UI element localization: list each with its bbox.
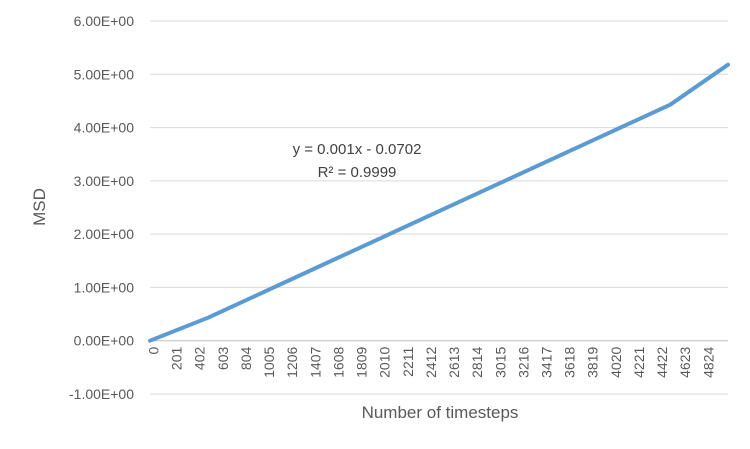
x-tick-label: 201	[169, 347, 185, 371]
x-tick-label: 2211	[400, 347, 416, 377]
msd-series-line	[148, 62, 730, 343]
y-tick-label: 2.00E+00	[74, 226, 135, 242]
y-tick-label: 5.00E+00	[74, 66, 135, 82]
y-tick-label: -1.00E+00	[69, 386, 134, 402]
y-tick-label: 1.00E+00	[74, 279, 135, 295]
x-tick-label: 3015	[492, 347, 508, 378]
x-tick-label: 4020	[608, 347, 624, 378]
series-group	[148, 62, 730, 343]
x-tick-label: 2412	[423, 347, 439, 378]
x-tick-label: 402	[192, 347, 208, 371]
x-tick-label: 2613	[446, 347, 462, 378]
trendline-equation: y = 0.001x - 0.0702	[293, 141, 422, 158]
y-tick-label: 4.00E+00	[74, 120, 135, 136]
x-tick-label: 3618	[562, 347, 578, 378]
gridlines	[150, 20, 728, 395]
x-tick-label: 3819	[585, 347, 601, 378]
x-tick-label: 1608	[330, 347, 346, 378]
x-tick-label: 2814	[469, 347, 485, 378]
y-axis-title: MSD	[30, 188, 49, 226]
y-tick-label: 6.00E+00	[74, 13, 135, 29]
x-tick-label: 804	[238, 347, 254, 371]
x-tick-label: 1407	[307, 347, 323, 378]
x-tick-label: 4623	[677, 347, 693, 378]
x-axis-title: Number of timesteps	[362, 403, 519, 422]
x-tick-label: 0	[145, 347, 161, 355]
x-tick-label: 4824	[700, 347, 716, 378]
y-tick-label: 0.00E+00	[74, 333, 135, 349]
x-tick-label: 3216	[515, 347, 531, 378]
x-tick-label: 1005	[261, 347, 277, 378]
x-tick-label: 1206	[284, 347, 300, 378]
x-tick-label: 1809	[354, 347, 370, 378]
x-tick-label: 4221	[631, 347, 647, 378]
y-tick-label: 3.00E+00	[74, 173, 135, 189]
x-tick-label: 3417	[539, 347, 555, 378]
y-axis-ticks: -1.00E+00 0.00E+00 1.00E+00 2.00E+00 3.00E+0…	[69, 13, 134, 402]
trendline-r-squared: R² = 0.9999	[318, 164, 397, 181]
x-axis-ticks: 0 201 402 603 804 1005 1206 1407 1608 1809 2010 221…	[145, 347, 716, 378]
x-tick-label: 603	[215, 347, 231, 371]
x-tick-label: 4422	[654, 347, 670, 378]
x-tick-label: 2010	[377, 347, 393, 378]
